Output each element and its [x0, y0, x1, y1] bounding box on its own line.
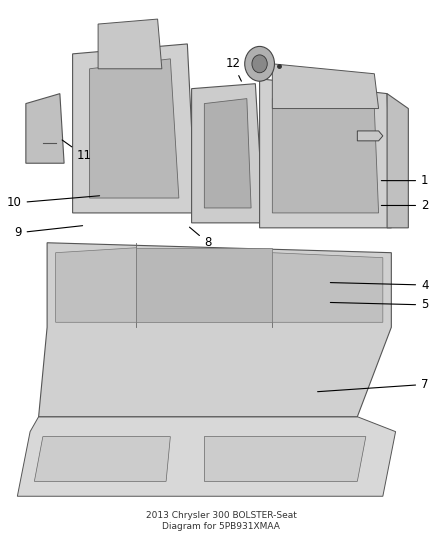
- Text: 5: 5: [330, 298, 428, 311]
- Text: 4: 4: [330, 279, 429, 292]
- Polygon shape: [39, 243, 391, 417]
- Text: 2: 2: [381, 199, 429, 212]
- Polygon shape: [272, 99, 378, 213]
- Text: 1: 1: [381, 174, 429, 187]
- Polygon shape: [136, 248, 272, 322]
- Text: 7: 7: [318, 378, 429, 392]
- Text: 8: 8: [190, 227, 212, 249]
- Circle shape: [252, 55, 267, 73]
- Text: 2013 Chrysler 300 BOLSTER-Seat
Diagram for 5PB931XMAA: 2013 Chrysler 300 BOLSTER-Seat Diagram f…: [146, 511, 297, 530]
- Polygon shape: [98, 19, 162, 69]
- Text: 12: 12: [226, 58, 241, 81]
- Polygon shape: [272, 64, 378, 109]
- Polygon shape: [191, 84, 264, 223]
- Circle shape: [245, 46, 275, 81]
- Polygon shape: [73, 44, 196, 213]
- Polygon shape: [205, 99, 251, 208]
- Text: 9: 9: [14, 225, 83, 239]
- Text: 10: 10: [7, 196, 99, 209]
- Polygon shape: [260, 79, 391, 228]
- Polygon shape: [387, 94, 408, 228]
- Polygon shape: [272, 253, 383, 322]
- Text: 11: 11: [62, 140, 92, 162]
- Polygon shape: [18, 417, 396, 496]
- Polygon shape: [90, 59, 179, 198]
- Polygon shape: [56, 248, 136, 322]
- Polygon shape: [26, 94, 64, 163]
- Polygon shape: [205, 437, 366, 481]
- Polygon shape: [34, 437, 170, 481]
- Polygon shape: [357, 131, 383, 141]
